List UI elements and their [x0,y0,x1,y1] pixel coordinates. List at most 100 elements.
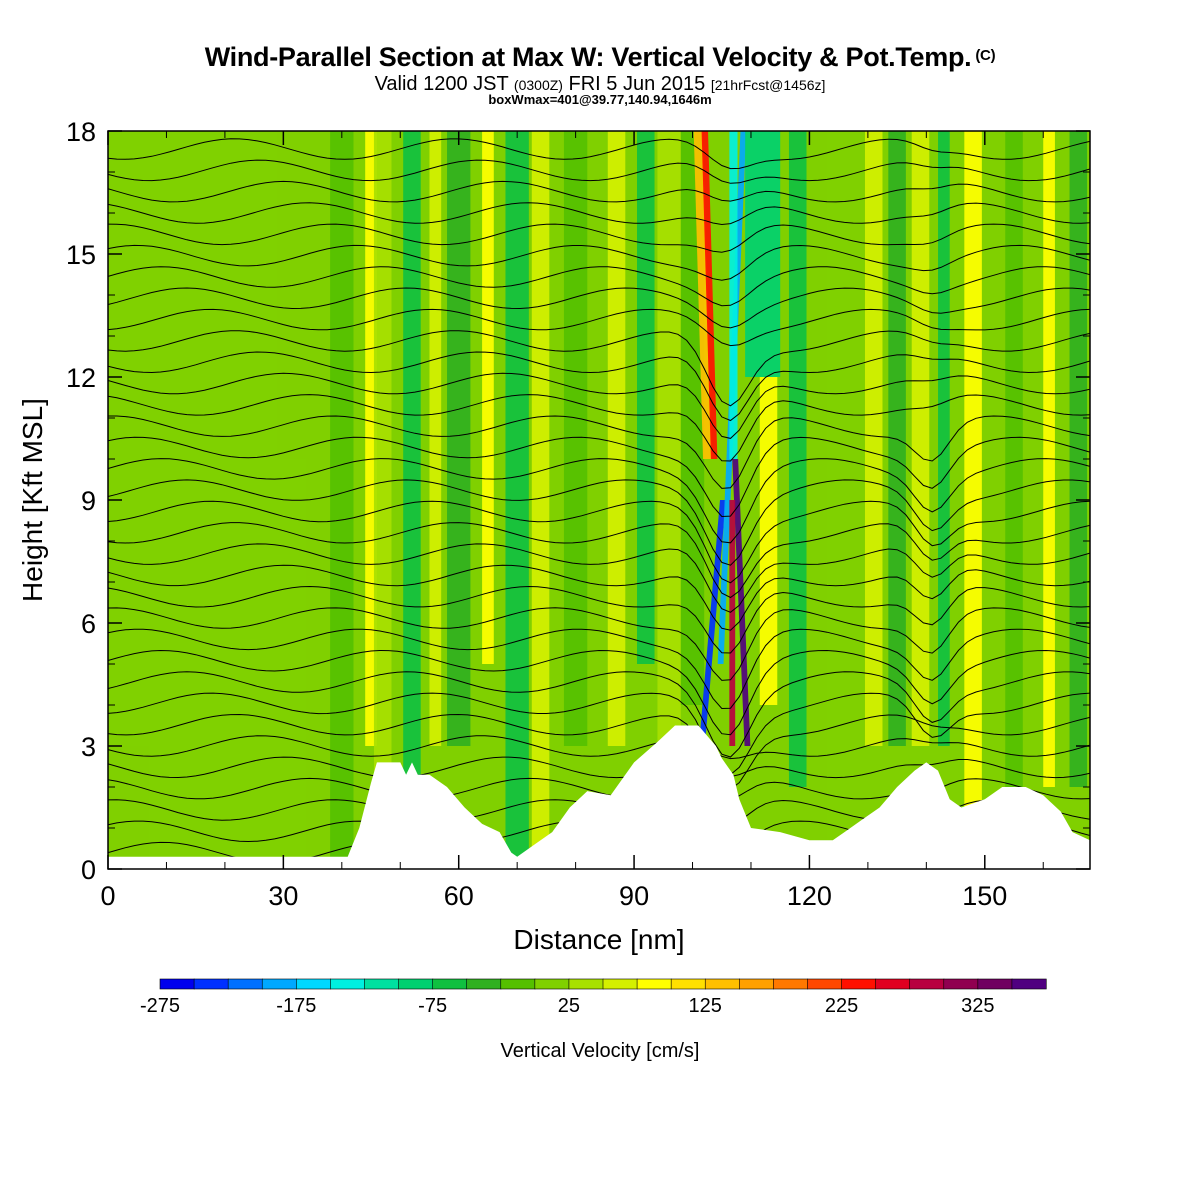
x-tick-label: 120 [787,881,832,911]
theta-contour [108,372,1090,439]
velocity-band [259,459,307,869]
velocity-band [330,131,354,869]
theta-contour [108,223,1090,253]
velocity-band [729,131,738,459]
colorbar-tick-label: 225 [825,995,858,1017]
colorbar-swatch [261,978,297,990]
colorbar-tick-label: 125 [689,995,722,1017]
colorbar-swatch [398,978,434,990]
velocity-band [373,131,392,869]
colorbar-swatch [466,978,502,990]
y-tick-label: 9 [81,486,96,516]
theta-contour [108,308,1090,347]
velocity-band [108,131,155,746]
chart-title-text: Wind-Parallel Section at Max W: Vertical… [204,42,972,72]
colorbar-swatch [227,978,263,990]
copyright-mark: (C) [975,47,996,64]
theta-contour [108,351,1090,422]
y-tick-label: 6 [81,609,96,639]
velocity-band [531,131,550,869]
x-tick-label: 150 [962,881,1007,911]
theta-contour [108,415,1090,489]
theta-contour [108,479,1090,566]
theta-contour [108,607,1090,681]
velocity-band [701,131,718,459]
x-tick-label: 30 [268,881,298,911]
colorbar-swatch [159,978,195,990]
colorbar-swatch [977,978,1013,990]
x-tick-label: 60 [444,881,474,911]
y-tick-label: 15 [66,240,96,270]
theta-contour [108,543,1090,613]
colorbar-swatch [704,978,740,990]
theta-contour [108,436,1090,518]
colorbar-swatch [602,978,638,990]
theta-contour [108,159,1090,184]
theta-contour [108,649,1090,736]
chart-title: Wind-Parallel Section at Max W: Vertical… [0,42,1200,73]
colorbar-tick-label: -75 [418,995,447,1017]
velocity-band [729,500,736,746]
velocity-band [826,131,851,869]
velocity-band [788,131,807,787]
colorbar-swatch [670,978,706,990]
velocity-band [482,131,494,664]
theta-contour [108,628,1090,710]
velocity-band [657,131,681,746]
x-axis-label: Distance [nm] [513,924,684,955]
colorbar-swatch [773,978,809,990]
theta-contour [108,394,1090,462]
velocity-band [698,500,726,746]
velocity-band [403,131,421,787]
valid-prefix: Valid 1200 JST [374,73,509,95]
theta-contour [108,138,1090,170]
velocity-band [607,131,626,746]
theta-contour [108,266,1090,307]
theta-contour [108,500,1090,584]
colorbar-swatch [534,978,570,990]
box-wmax-line: boxWmax=401@39.77,140.94,1646m [488,92,712,107]
colorbar-swatch [432,978,468,990]
y-axis-label: Height [Kft MSL] [17,398,48,602]
theta-contour [108,692,1090,776]
theta-contour [108,330,1090,407]
velocity-band [938,131,950,746]
velocity-band [1005,131,1023,787]
valid-time-line: Valid 1200 JST (0300Z) FRI 5 Jun 2015 [2… [0,73,1200,96]
velocity-band [888,131,906,746]
theta-contour [108,180,1090,203]
theta-contour [108,585,1090,654]
velocity-band [636,131,655,664]
theta-contour [108,522,1090,599]
colorbar-tick-label: -275 [140,995,180,1017]
colorbar-swatch [193,978,229,990]
velocity-band [864,131,883,746]
valid-utc: (0300Z) [513,77,563,93]
colorbar-swatch [943,978,979,990]
colorbar-swatch [500,978,536,990]
colorbar-swatch [296,978,331,990]
colorbar-swatch [841,978,877,990]
velocity-band [911,131,930,746]
valid-date: FRI 5 Jun 2015 [568,73,706,95]
colorbar-swatch [330,978,366,990]
colorbar-swatch [364,978,400,990]
colorbar-tick-label: 25 [558,995,580,1017]
colorbar-label: Vertical Velocity [cm/s] [501,1040,700,1062]
colorbar-swatch [909,978,945,990]
x-tick-label: 90 [619,881,649,911]
terrain [108,725,1090,869]
velocity-band [447,131,471,746]
colorbar-swatch [807,978,843,990]
theta-contour [108,564,1090,631]
colorbar-swatch [636,978,672,990]
theta-contour [108,202,1090,226]
velocity-band [964,131,982,828]
x-tick-label: 0 [100,881,115,911]
colorbar-swatch [739,978,774,990]
y-tick-label: 12 [66,363,96,393]
colorbar-tick-label: 325 [961,995,994,1017]
theta-contour [108,671,1090,758]
y-tick-label: 3 [81,732,96,762]
